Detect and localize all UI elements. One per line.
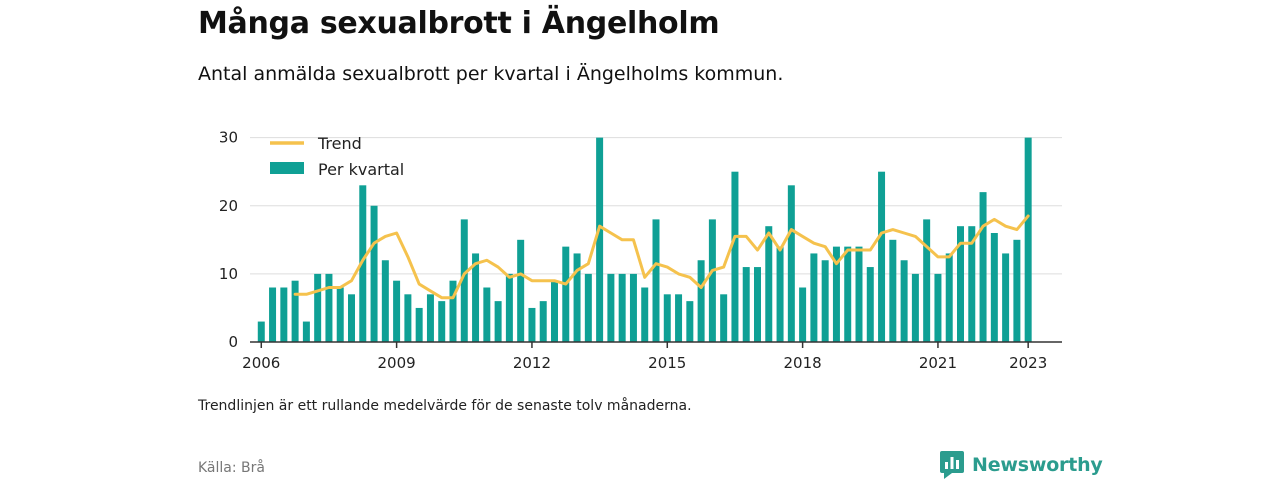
bar [551,280,558,342]
bar [269,287,277,342]
bar [1024,137,1032,343]
bar [990,233,998,342]
bar [539,301,547,343]
bar [776,246,784,343]
bar [370,205,378,342]
bar [641,287,649,342]
bar [314,273,322,343]
x-tick-label: 2015 [648,354,686,372]
bar [415,307,423,342]
bar [483,287,491,342]
bar [878,171,886,342]
bar [979,192,987,343]
bar-series [257,137,1032,343]
bar [528,307,536,342]
bar [460,219,468,343]
bar [697,260,705,342]
bar [934,273,942,343]
axes: 0 10 20 30 2006 2009 2012 2015 2018 2021 2023 [219,129,1062,372]
x-tick-label: 2023 [1009,354,1047,372]
brand-logo[interactable]: Newsworthy [940,450,1103,480]
bar [968,226,976,342]
chart-title: Många sexualbrott i Ängelholm [198,6,720,41]
bar [866,267,874,342]
bar [754,267,761,342]
bar [438,301,446,343]
bar [573,253,581,342]
bar [742,267,750,342]
bar [348,294,355,342]
bar [810,253,818,342]
bar [900,260,908,342]
bar [381,260,389,342]
x-tick-label: 2009 [378,354,416,372]
bar [1002,253,1010,342]
x-tick-label: 2018 [784,354,822,372]
bar [291,280,299,342]
legend-trend-label: Trend [317,134,362,153]
bar [629,273,637,343]
bar [765,226,773,342]
bar [889,239,897,342]
bar [923,219,931,343]
bar [799,287,807,342]
bar [494,301,502,343]
bar [505,273,513,343]
bar [562,246,570,343]
footnote: Trendlinjen är ett rullande medelvärde f… [198,398,692,414]
bar [945,253,953,342]
bar [663,294,671,342]
bar [855,246,863,343]
bar [325,273,333,343]
brand-name: Newsworthy [972,454,1103,476]
bar [720,294,728,342]
bar [596,137,604,343]
bar [336,287,344,342]
bar [584,273,592,343]
bar [607,273,615,343]
chart-area: 0 10 20 30 2006 2009 2012 2015 2018 2021 2023 Tren… [219,129,1062,372]
legend-bar-swatch [270,162,304,174]
bar [787,185,795,342]
trend-series [293,214,1030,300]
bar [517,239,525,342]
bar [731,171,739,342]
bar [257,321,265,342]
x-tick-label: 2006 [242,354,280,372]
chart-subtitle: Antal anmälda sexualbrott per kvartal i … [198,63,784,85]
bar [426,294,434,342]
bar [708,219,716,343]
bar [404,294,412,342]
bar [1013,239,1021,342]
legend: Trend Per kvartal [270,134,404,179]
bar [472,253,480,342]
y-tick-label: 30 [219,129,238,147]
source-label: Källa: Brå [198,460,265,476]
x-tick-label: 2012 [513,354,551,372]
bar [844,246,852,343]
y-tick-label: 0 [228,333,238,351]
bar [911,273,919,343]
bar [675,294,683,342]
legend-bar-label: Per kvartal [318,160,404,179]
bar [832,246,840,343]
bar [957,226,964,342]
bar [618,273,626,343]
bar [393,280,401,342]
bar [359,185,367,342]
bar-chart-speech-icon [940,451,964,479]
y-tick-label: 20 [219,197,238,215]
bar [686,301,694,343]
y-tick-label: 10 [219,265,238,283]
bar [449,280,457,342]
bar [821,260,829,342]
bar [302,321,310,342]
trend-line [293,214,1030,300]
bar [652,219,660,343]
x-tick-label: 2021 [919,354,957,372]
bar [280,287,288,342]
